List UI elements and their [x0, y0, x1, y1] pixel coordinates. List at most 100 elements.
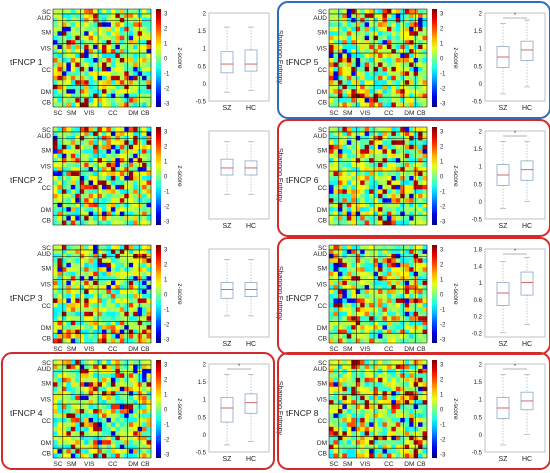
heatmap-cell [110, 31, 116, 36]
heatmap-cell [57, 26, 63, 32]
heatmap-cell [360, 162, 365, 168]
heatmap-cell [404, 184, 410, 190]
heatmap-cell [115, 193, 121, 199]
heatmap-cell [342, 75, 348, 81]
heatmap-cell [378, 75, 383, 81]
heatmap-cell [346, 35, 352, 41]
heatmap-cell [418, 391, 423, 396]
group-label: SZ [223, 105, 233, 112]
heatmap-cell [333, 325, 339, 330]
row-label: SM [317, 30, 327, 37]
row-label: DM [41, 89, 51, 96]
heatmap-cell [364, 311, 370, 317]
panel-title: tFNCP 4 [10, 408, 43, 418]
heatmap-cell [395, 13, 401, 19]
heatmap-cell [351, 158, 356, 163]
heatmap-cell [124, 207, 129, 212]
heatmap-cell [413, 211, 419, 217]
heatmap-cell [119, 422, 125, 428]
heatmap-cell [137, 449, 143, 454]
heatmap-cell [97, 258, 103, 264]
heatmap-cell [75, 422, 80, 428]
heatmap-cell [404, 198, 410, 203]
heatmap-cell [88, 368, 94, 374]
heatmap-cell [61, 364, 67, 370]
heatmap-cell [382, 276, 388, 281]
heatmap-cell [391, 180, 397, 186]
heatmap-cell [110, 75, 116, 81]
heatmap-cell [342, 211, 348, 217]
heatmap-cell [106, 140, 112, 146]
heatmap-cell [84, 360, 89, 365]
heatmap-cell [360, 267, 365, 272]
heatmap-cell [342, 382, 348, 387]
heatmap-cell [395, 325, 401, 330]
heatmap-cell [386, 444, 392, 450]
row-label: SM [317, 148, 327, 155]
heatmap-cell [337, 75, 343, 81]
heatmap-cell [360, 35, 365, 41]
heatmap-cell [422, 395, 428, 401]
heatmap-cell [53, 440, 58, 445]
heatmap-cell [422, 140, 428, 146]
heatmap-cell [342, 409, 348, 414]
heatmap-cell [115, 40, 121, 45]
row-label: AUD [313, 133, 327, 140]
heatmap-cell [391, 453, 397, 459]
heatmap-cell [382, 44, 388, 50]
colorbar-tick: 1 [440, 278, 444, 284]
heatmap-cell [110, 17, 116, 23]
heatmap-cell [404, 422, 410, 428]
y-tick: 0 [479, 82, 483, 88]
heatmap-cell [128, 338, 134, 344]
heatmap-cell [106, 391, 112, 396]
heatmap-cell [391, 135, 397, 141]
heatmap-cell [93, 382, 98, 387]
heatmap-cell [422, 75, 428, 81]
heatmap-cell [346, 382, 352, 387]
heatmap-cell [369, 249, 374, 255]
heatmap-cell [110, 417, 116, 423]
heatmap-cell [395, 53, 401, 59]
heatmap-cell [137, 66, 143, 72]
heatmap-cell [342, 338, 348, 344]
heatmap-cell [79, 31, 85, 36]
heatmap-cell [97, 426, 103, 432]
heatmap-cell [146, 258, 152, 264]
heatmap-cell [88, 193, 94, 199]
heatmap-cell [369, 31, 374, 36]
heatmap-cell [342, 176, 348, 181]
heatmap-cell [133, 325, 138, 330]
heatmap-cell [124, 386, 129, 392]
heatmap-cell [329, 453, 334, 459]
heatmap-cell [386, 377, 392, 383]
heatmap-cell [88, 180, 94, 186]
heatmap-cell [79, 13, 85, 19]
heatmap-cell [364, 453, 370, 459]
heatmap-cell [102, 162, 107, 168]
heatmap-cell [355, 267, 361, 272]
heatmap-cell [79, 285, 85, 290]
heatmap-cell [360, 417, 365, 423]
heatmap-cell [391, 267, 397, 272]
heatmap-cell [93, 198, 98, 203]
row-label: DM [41, 325, 51, 332]
heatmap-cell [400, 453, 405, 459]
heatmap-cell [88, 302, 94, 308]
heatmap-cell [346, 386, 352, 392]
heatmap-cell [378, 253, 383, 259]
heatmap-cell [422, 193, 428, 199]
heatmap-cell [110, 373, 116, 379]
heatmap-cell [382, 368, 388, 374]
heatmap-cell [88, 26, 94, 32]
heatmap-cell [329, 377, 334, 383]
heatmap-cell [124, 26, 129, 32]
heatmap-cell [346, 17, 352, 23]
heatmap-cell [422, 400, 428, 405]
heatmap-cell [115, 271, 121, 277]
heatmap-cell [57, 302, 63, 308]
heatmap-cell [373, 391, 379, 396]
heatmap-cell [351, 298, 356, 304]
heatmap-cell [124, 80, 129, 85]
heatmap-cell [400, 245, 405, 250]
